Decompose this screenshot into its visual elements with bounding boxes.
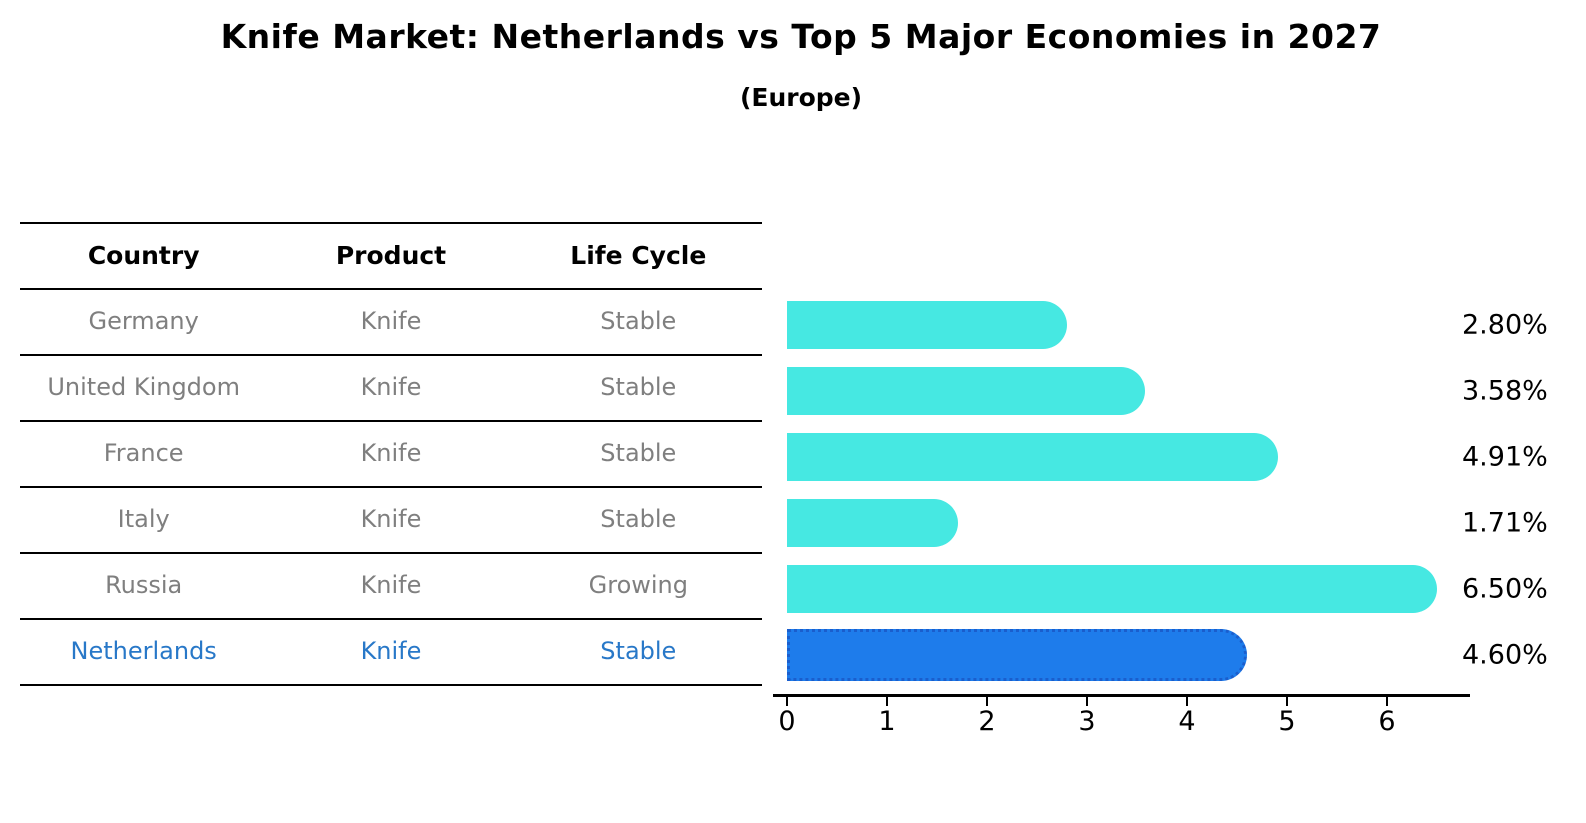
- column-header-product: Product: [335, 240, 447, 270]
- heading-block: Knife Market: Netherlands vs Top 5 Major…: [16, 0, 1586, 112]
- x-axis-tick-label: 5: [1278, 706, 1296, 737]
- table-rule: [20, 354, 762, 356]
- cell-life-cycle: Stable: [600, 439, 677, 467]
- x-axis-tick-label: 3: [1078, 706, 1096, 737]
- table-row-germany: Germany Knife Stable: [20, 288, 762, 354]
- table-rule: [20, 486, 762, 488]
- cell-product: Knife: [360, 439, 422, 467]
- cell-country: Italy: [117, 505, 170, 533]
- value-label-germany: 2.80%: [1462, 309, 1548, 341]
- bar-netherlands: [787, 629, 1247, 681]
- cell-life-cycle: Stable: [600, 505, 677, 533]
- table-row-united-kingdom: United Kingdom Knife Stable: [20, 354, 762, 420]
- x-axis-tick-label: 2: [978, 706, 996, 737]
- column-header-life-cycle: Life Cycle: [570, 240, 707, 270]
- bar-italy: [787, 499, 958, 547]
- bar-germany: [787, 301, 1067, 349]
- value-label-france: 4.91%: [1462, 441, 1548, 473]
- table-header-row: Country Product Life Cycle: [20, 222, 762, 288]
- table-row-netherlands: Netherlands Knife Stable: [20, 618, 762, 684]
- bar-united-kingdom: [787, 367, 1145, 415]
- cell-life-cycle: Stable: [600, 373, 677, 401]
- cell-product: Knife: [360, 373, 422, 401]
- table-rule: [20, 552, 762, 554]
- value-label-italy: 1.71%: [1462, 507, 1548, 539]
- x-axis-tick-mark: [786, 697, 788, 706]
- x-axis-spine: [773, 694, 1470, 697]
- cell-product: Knife: [360, 571, 422, 599]
- x-axis-tick-mark: [1186, 697, 1188, 706]
- chart-subtitle: (Europe): [739, 83, 863, 112]
- chart-title: Knife Market: Netherlands vs Top 5 Major…: [220, 17, 1382, 56]
- cell-product: Knife: [360, 505, 422, 533]
- x-axis-tick-label: 0: [778, 706, 796, 737]
- table-row-france: France Knife Stable: [20, 420, 762, 486]
- cell-life-cycle: Stable: [600, 637, 677, 665]
- cell-life-cycle: Stable: [600, 307, 677, 335]
- value-label-russia: 6.50%: [1462, 573, 1548, 605]
- table-rule: [20, 684, 762, 686]
- table-rule: [20, 288, 762, 290]
- cell-country: Germany: [88, 307, 199, 335]
- table-rule: [20, 420, 762, 422]
- value-label-united-kingdom: 3.58%: [1462, 375, 1548, 407]
- cell-product: Knife: [360, 307, 422, 335]
- column-header-country: Country: [87, 240, 200, 270]
- x-axis-tick-mark: [986, 697, 988, 706]
- x-axis-tick-label: 6: [1378, 706, 1396, 737]
- cell-country: Netherlands: [70, 637, 217, 665]
- cell-country: Russia: [105, 571, 183, 599]
- x-axis-tick-mark: [1286, 697, 1288, 706]
- x-axis-tick-mark: [1386, 697, 1388, 706]
- x-axis-tick-label: 1: [878, 706, 896, 737]
- table-row-italy: Italy Knife Stable: [20, 486, 762, 552]
- cell-country: United Kingdom: [47, 373, 240, 401]
- x-axis-tick-mark: [1086, 697, 1088, 706]
- cell-life-cycle: Growing: [588, 571, 688, 599]
- table-rule: [20, 618, 762, 620]
- table-rule: [20, 222, 762, 224]
- cell-product: Knife: [360, 637, 422, 665]
- x-axis-tick-mark: [886, 697, 888, 706]
- x-axis-tick-label: 4: [1178, 706, 1196, 737]
- bar-france: [787, 433, 1278, 481]
- cell-country: France: [103, 439, 184, 467]
- value-label-netherlands: 4.60%: [1462, 639, 1548, 671]
- bar-russia: [787, 565, 1437, 613]
- table-row-russia: Russia Knife Growing: [20, 552, 762, 618]
